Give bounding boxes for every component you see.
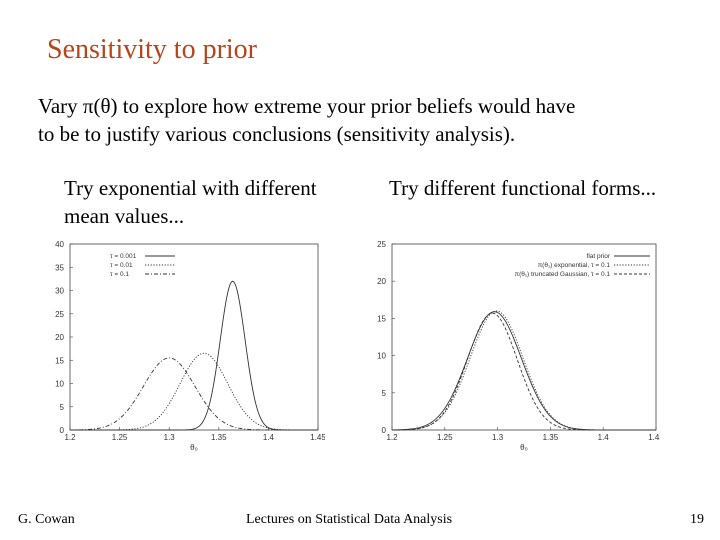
legend-label: τ = 0.01 <box>110 262 133 269</box>
plot-frame <box>391 243 657 431</box>
x-axis-label: θ₀ <box>190 443 198 452</box>
x-tick-label: 1.45 <box>648 433 660 442</box>
y-tick-label: 0 <box>382 426 387 435</box>
x-tick-label: 1.4 <box>263 433 275 442</box>
series-line-2 <box>70 352 318 431</box>
footer-course: Lectures on Statistical Data Analysis <box>246 512 453 527</box>
x-tick-label: 1.35 <box>543 433 559 442</box>
x-tick-label: 1.25 <box>112 433 128 442</box>
body-text: Vary π(θ) to explore how extreme your pr… <box>38 92 688 148</box>
y-tick-label: 5 <box>60 403 65 412</box>
x-tick-label: 1.2 <box>386 433 398 442</box>
y-tick-label: 10 <box>377 352 386 361</box>
legend-label: π(θ₁) truncated Gaussian, τ = 0.1 <box>515 271 611 278</box>
y-tick-label: 20 <box>377 277 386 286</box>
y-tick-label: 40 <box>55 240 64 249</box>
legend-label: τ = 0.001 <box>110 253 137 260</box>
y-tick-label: 15 <box>55 356 64 365</box>
left-caption-line-1: Try exponential with different <box>64 176 317 200</box>
legend-label: flat prior <box>587 253 611 260</box>
exponential-prior-chart: 1.2 1.25 1.3 1.35 1.4 1.45 0 5 10 15 20 25 30 35 40 θ₀ τ… <box>55 240 325 452</box>
y-tick-label: 15 <box>377 314 386 323</box>
series-line-1 <box>391 311 656 431</box>
body-line-1: Vary π(θ) to explore how extreme your pr… <box>38 94 576 118</box>
slide-title: Sensitivity to prior <box>47 34 257 65</box>
y-tick-label: 20 <box>55 333 64 342</box>
y-tick-label: 0 <box>60 426 65 435</box>
y-tick-label: 30 <box>55 287 64 296</box>
legend-label: π(θ₁) exponential, τ = 0.1 <box>538 262 611 269</box>
page-number: 19 <box>690 512 704 527</box>
functional-forms-chart: 1.2 1.25 1.3 1.35 1.4 1.45 0 5 10 15 20 25 θ₀ flat pr… <box>377 240 660 452</box>
footer-author: G. Cowan <box>18 512 75 527</box>
x-tick-label: 1.35 <box>211 433 227 442</box>
plot-frame <box>69 243 319 431</box>
y-tick-label: 35 <box>55 263 64 272</box>
y-tick-label: 5 <box>382 389 387 398</box>
series-line-3 <box>391 312 656 431</box>
left-caption: Try exponential with different mean valu… <box>64 174 374 230</box>
series-line-1 <box>70 280 318 431</box>
y-tick-label: 25 <box>55 310 64 319</box>
series-line-2 <box>391 310 656 431</box>
y-tick-label: 25 <box>377 240 386 249</box>
y-tick-label: 10 <box>55 380 64 389</box>
x-tick-label: 1.45 <box>310 433 325 442</box>
x-tick-label: 1.3 <box>164 433 176 442</box>
x-tick-label: 1.2 <box>64 433 76 442</box>
x-axis-label: θ₀ <box>520 443 528 452</box>
left-caption-line-2: mean values... <box>64 204 185 228</box>
legend-label: τ = 0.1 <box>110 271 129 278</box>
x-tick-label: 1.25 <box>437 433 453 442</box>
body-line-2: to be to justify various conclusions (se… <box>38 122 516 146</box>
x-tick-label: 1.4 <box>598 433 610 442</box>
x-tick-label: 1.3 <box>492 433 504 442</box>
right-caption: Try different functional forms... <box>389 176 657 200</box>
series-line-3 <box>69 357 318 431</box>
